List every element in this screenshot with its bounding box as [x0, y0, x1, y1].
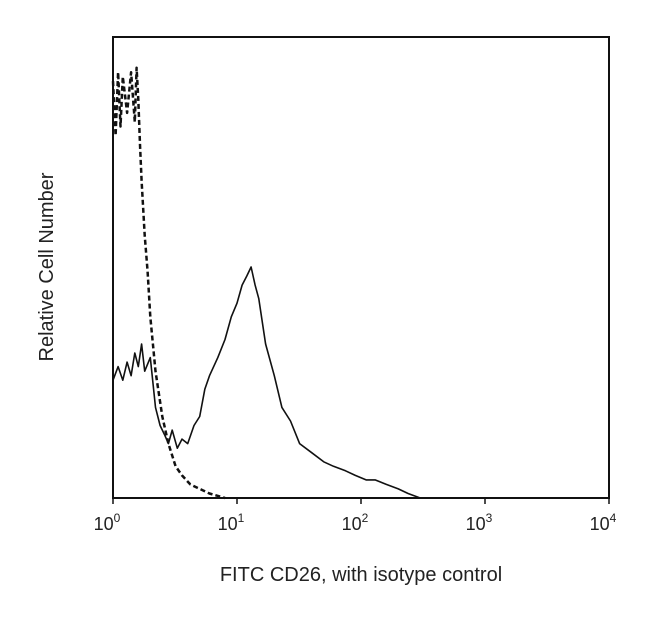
x-tick-label: 101	[218, 511, 245, 534]
x-tick-label: 102	[342, 511, 369, 534]
series-layer	[111, 66, 421, 500]
y-axis-label: Relative Cell Number	[36, 172, 58, 361]
series-line-solid	[112, 266, 421, 499]
x-tick-label: 100	[94, 511, 121, 534]
x-tick-label: 103	[466, 511, 493, 534]
series-line-dashed	[111, 66, 226, 500]
x-axis-ticks: 100 101 102 103 104	[94, 498, 617, 534]
plot-frame	[112, 36, 610, 499]
x-tick-label: 104	[590, 511, 617, 534]
x-axis-label: FITC CD26, with isotype control	[220, 564, 502, 586]
